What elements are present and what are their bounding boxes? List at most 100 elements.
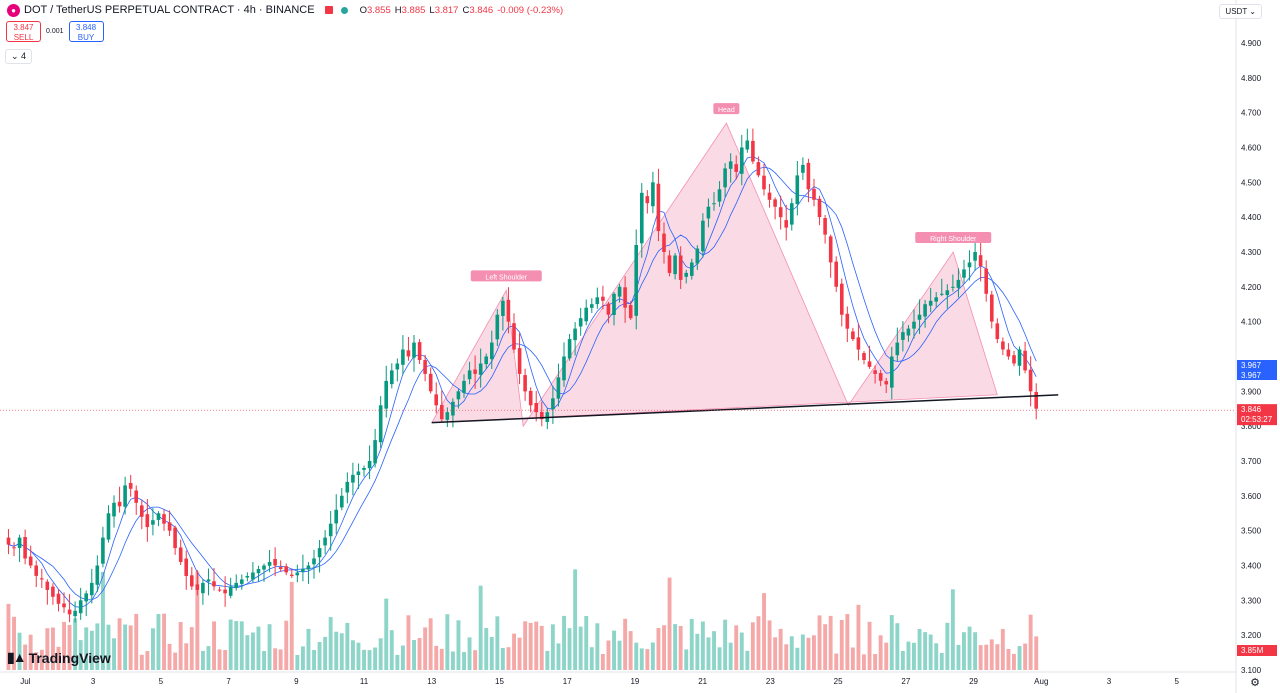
candle-body xyxy=(412,342,416,358)
indicators-toggle[interactable]: ⌄ 4 xyxy=(5,49,33,64)
candle xyxy=(884,378,888,394)
candle xyxy=(645,190,650,214)
candle xyxy=(156,511,161,527)
candle xyxy=(462,374,466,398)
candle-body xyxy=(890,356,894,388)
candle-body xyxy=(201,582,205,594)
volume-bar xyxy=(439,648,444,670)
candle xyxy=(540,401,544,427)
candle-body xyxy=(306,565,311,570)
candle xyxy=(245,572,250,582)
candle xyxy=(740,134,744,186)
candle-body xyxy=(240,579,244,584)
candle xyxy=(556,363,561,407)
candle-body xyxy=(1028,369,1033,392)
volume-bar xyxy=(950,589,955,670)
candle-body xyxy=(434,394,438,406)
candle-body xyxy=(606,303,611,315)
candle xyxy=(923,300,927,328)
volume-bar xyxy=(623,618,628,670)
candle xyxy=(290,568,294,579)
y-tick-label: 3.200 xyxy=(1241,631,1262,640)
candle xyxy=(345,472,350,504)
x-tick-label: 13 xyxy=(427,677,436,686)
candle xyxy=(234,574,238,591)
candle xyxy=(56,589,61,612)
candle-body xyxy=(934,297,938,302)
volume-bar xyxy=(973,632,978,670)
volume-bar xyxy=(562,615,566,670)
candle-body xyxy=(256,569,261,574)
candle-body xyxy=(95,565,100,585)
candle xyxy=(990,290,994,329)
x-tick-label: Aug xyxy=(1034,677,1048,686)
x-tick-label: 29 xyxy=(969,677,978,686)
candle-body xyxy=(784,220,788,228)
buy-button[interactable]: 3.848 BUY xyxy=(68,21,104,42)
flag-icon[interactable] xyxy=(324,6,333,14)
symbol-title[interactable]: DOT / TetherUS PERPETUAL CONTRACT · 4h ·… xyxy=(24,4,315,16)
volume-bar xyxy=(295,654,300,670)
candle-body xyxy=(340,495,344,508)
volume-bar xyxy=(723,619,728,670)
volume-bar xyxy=(595,623,600,670)
candle-body xyxy=(267,562,272,566)
candle xyxy=(228,577,233,599)
candle xyxy=(867,345,872,369)
candle-body xyxy=(84,593,88,602)
pattern-label: Right Shoulder xyxy=(915,232,992,243)
candle-body xyxy=(145,514,150,528)
candle-body xyxy=(773,199,777,207)
candle-body xyxy=(517,348,522,374)
candle xyxy=(62,592,66,613)
chart-header: ● DOT / TetherUS PERPETUAL CONTRACT · 4h… xyxy=(0,0,563,20)
candle-body xyxy=(801,164,805,173)
candle-body xyxy=(834,261,838,287)
tradingview-logo[interactable]: ▮▲ TradingView xyxy=(7,649,111,666)
volume-bar xyxy=(884,642,889,670)
candle-body xyxy=(484,356,488,365)
volume-bar xyxy=(489,637,494,670)
volume-bar xyxy=(334,631,339,670)
candle-body xyxy=(312,558,316,565)
currency-select[interactable]: USDT ⌄ xyxy=(1219,4,1262,19)
y-tick-label: 4.100 xyxy=(1241,318,1262,327)
candle xyxy=(790,198,794,231)
countdown-value: 02:53:27 xyxy=(1241,415,1273,424)
volume-bar xyxy=(462,652,466,670)
candle-body xyxy=(440,404,444,420)
gear-icon[interactable]: ⚙ xyxy=(1250,677,1260,689)
candle-body xyxy=(462,380,466,393)
candle xyxy=(978,242,983,282)
volume-bar xyxy=(912,642,916,670)
candle-body xyxy=(612,293,616,315)
candle xyxy=(512,313,516,354)
volume-bar xyxy=(762,593,766,670)
volume-bar xyxy=(673,624,678,670)
candle-body xyxy=(973,252,977,261)
candle xyxy=(40,568,44,588)
volume-bar xyxy=(1023,643,1028,670)
candle-body xyxy=(812,188,816,200)
candle-body xyxy=(645,196,650,204)
sell-button[interactable]: 3.847 SELL xyxy=(6,21,41,42)
ma-price-value: 3.967 xyxy=(1241,371,1262,380)
candle-body xyxy=(178,547,183,562)
candle xyxy=(662,222,666,264)
candle-body xyxy=(790,203,794,225)
candle-body xyxy=(540,412,544,420)
candle xyxy=(490,330,494,369)
candle xyxy=(901,321,905,352)
volume-bar xyxy=(578,626,583,670)
volume-bar xyxy=(989,639,994,670)
tradingview-icon: ▮▲ xyxy=(7,649,27,665)
candle-body xyxy=(28,556,33,566)
candle xyxy=(84,590,88,617)
candle xyxy=(467,361,472,385)
volume-bar xyxy=(945,622,950,670)
candle xyxy=(184,550,188,590)
candle xyxy=(12,542,16,557)
candle xyxy=(145,499,150,542)
candle xyxy=(67,594,72,623)
